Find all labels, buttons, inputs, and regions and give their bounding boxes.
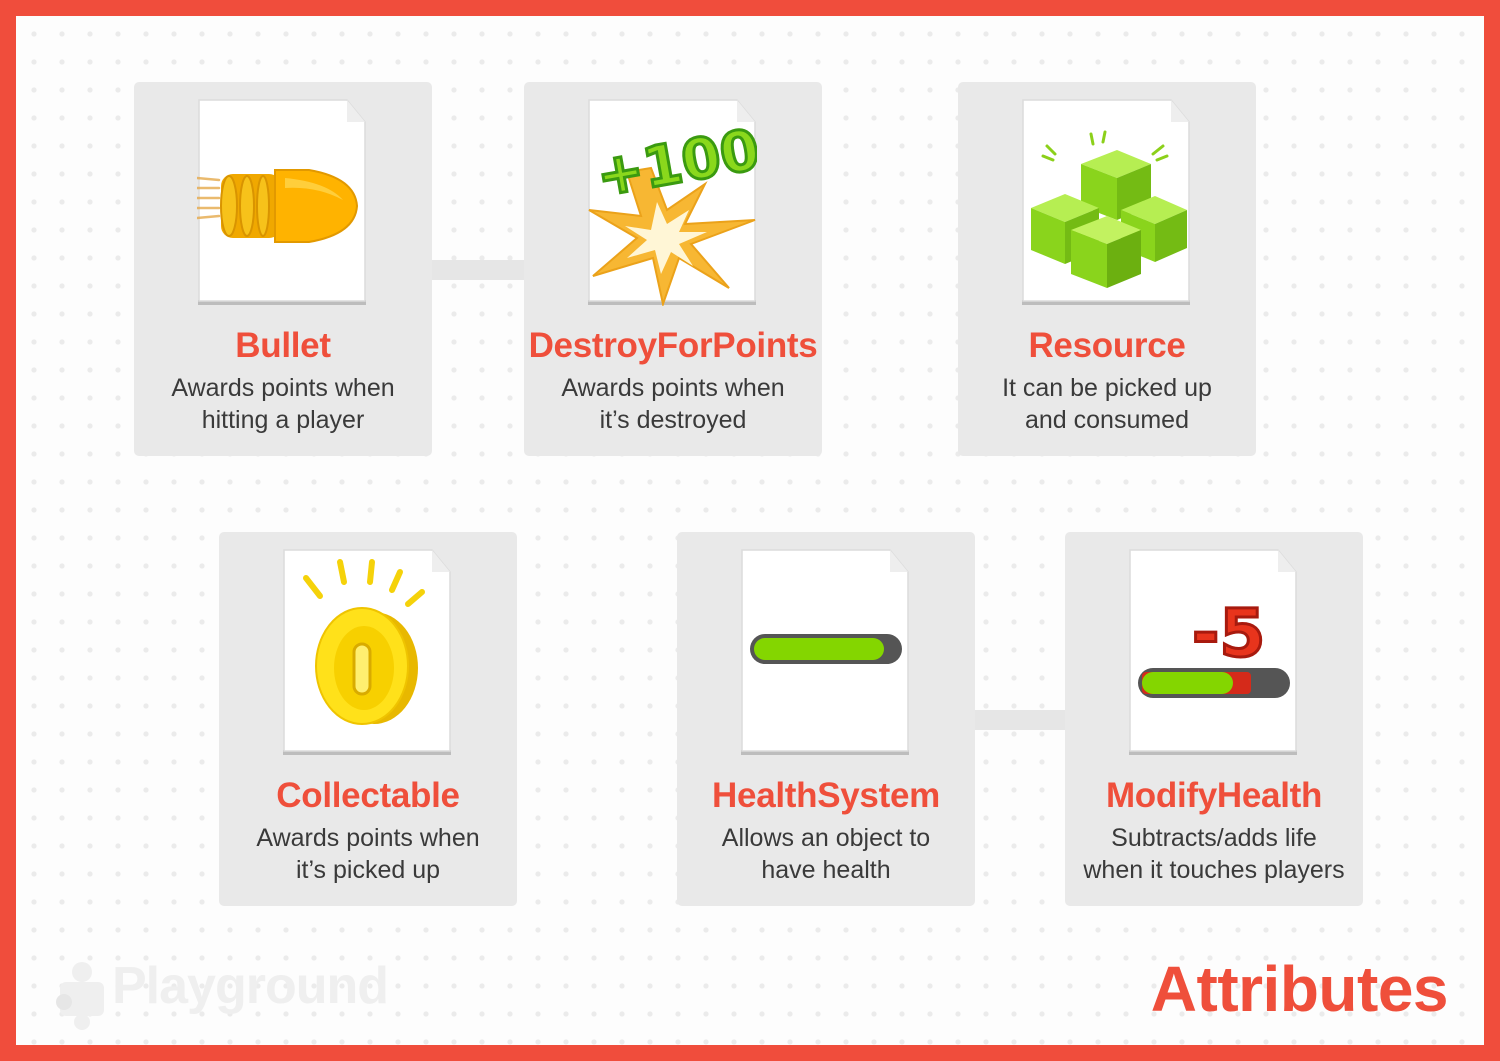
document-icon: -5 bbox=[1128, 548, 1298, 756]
svg-text:-5: -5 bbox=[1192, 595, 1265, 672]
connector-bullet-destroyforpoints bbox=[432, 260, 526, 280]
bullet-icon bbox=[197, 169, 359, 243]
card-destroy-for-points: +100 DestroyForPoints Awards points when… bbox=[524, 82, 822, 456]
card-description: Awards points when hitting a player bbox=[171, 374, 395, 434]
green-cubes-icon bbox=[1031, 130, 1187, 288]
health-damage-icon: -5 bbox=[1138, 594, 1290, 698]
card-modify-health: -5 ModifyHealth Subtracts/adds life when… bbox=[1065, 532, 1363, 906]
document-icon bbox=[1021, 98, 1191, 306]
document-icon bbox=[197, 98, 367, 306]
card-title: ModifyHealth bbox=[1105, 776, 1323, 815]
document-icon: +100 bbox=[587, 98, 757, 306]
health-bar-icon bbox=[750, 634, 902, 664]
puzzle-piece-icon bbox=[56, 962, 104, 1030]
card-description: Awards points when it’s destroyed bbox=[561, 374, 785, 434]
playground-logo: Playground bbox=[52, 952, 389, 1032]
card-title: Resource bbox=[1028, 326, 1186, 365]
card-description: Allows an object to have health bbox=[721, 824, 931, 884]
card-description: It can be picked up and consumed bbox=[1002, 374, 1212, 434]
diagram-canvas: Bullet Awards points when hitting a play… bbox=[16, 16, 1484, 1045]
card-title: Bullet bbox=[235, 326, 331, 365]
card-description: Awards points when it’s picked up bbox=[256, 824, 480, 884]
document-icon bbox=[282, 548, 452, 756]
page-title: Attributes bbox=[1150, 953, 1449, 1025]
card-collectable: Collectable Awards points when it’s pick… bbox=[219, 532, 517, 906]
document-icon bbox=[740, 548, 910, 756]
plus-100-explosion-icon: +100 bbox=[588, 116, 757, 306]
connector-healthsystem-modifyhealth bbox=[974, 710, 1068, 730]
card-description: Subtracts/adds life when it touches play… bbox=[1083, 824, 1345, 884]
card-resource: Resource It can be picked up and consume… bbox=[958, 82, 1256, 456]
card-title: Collectable bbox=[276, 776, 460, 815]
card-bullet: Bullet Awards points when hitting a play… bbox=[134, 82, 432, 456]
card-title: DestroyForPoints bbox=[528, 326, 818, 365]
gold-coin-icon bbox=[303, 559, 425, 725]
svg-text:+100: +100 bbox=[592, 117, 757, 209]
card-health-system: HealthSystem Allows an object to have he… bbox=[677, 532, 975, 906]
card-title: HealthSystem bbox=[712, 776, 940, 815]
